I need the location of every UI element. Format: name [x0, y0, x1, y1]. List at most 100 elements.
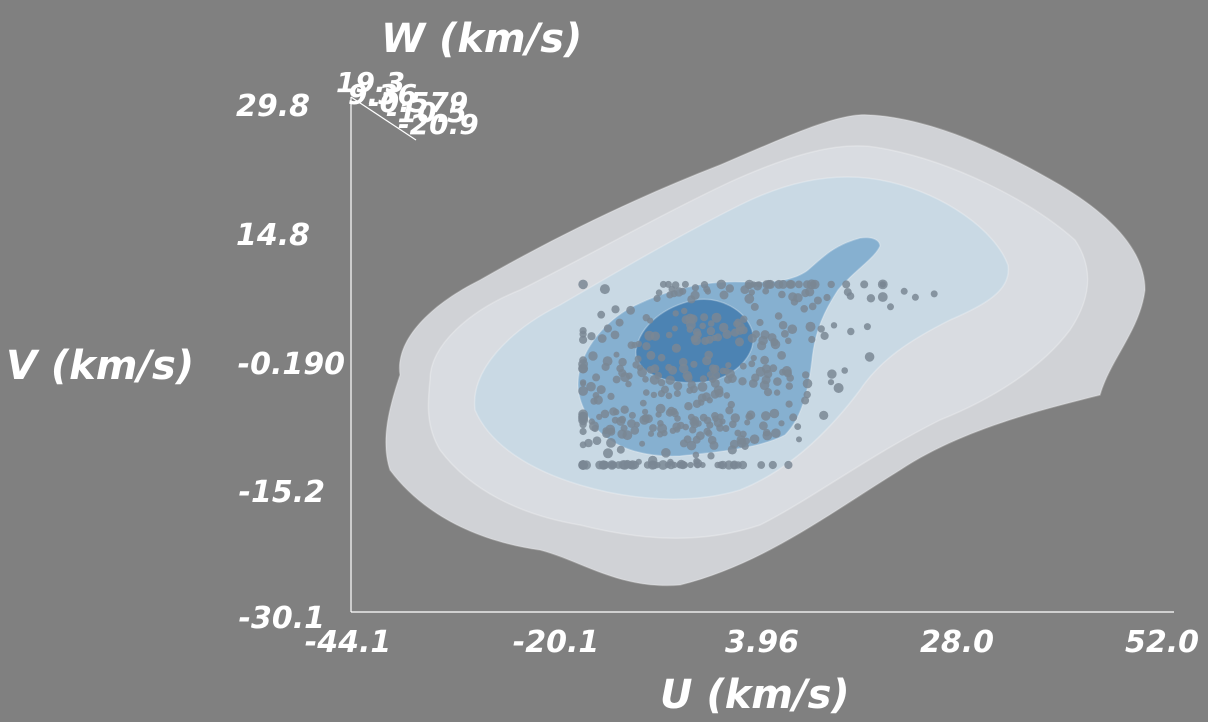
scatter-point — [723, 392, 731, 399]
scatter-point — [750, 302, 759, 311]
y-tick-label: 29.8 — [236, 89, 310, 124]
scatter-point — [759, 421, 768, 431]
scatter-point — [866, 294, 876, 303]
scatter-point — [647, 317, 654, 324]
u-axis-title: U (km/s) — [660, 672, 850, 718]
scatter-point — [590, 397, 598, 405]
scatter-point — [607, 392, 615, 400]
scatter-point — [692, 399, 702, 408]
scatter-point — [700, 313, 709, 322]
scatter-point — [579, 427, 587, 436]
scatter-point — [596, 413, 603, 420]
scatter-point — [794, 423, 802, 430]
z-tick-label: 9.36 — [348, 78, 417, 111]
scatter-point — [643, 389, 650, 396]
scatter-point — [768, 460, 777, 470]
scatter-point — [661, 385, 669, 394]
scatter-point — [786, 374, 794, 382]
scatter-point — [661, 448, 671, 458]
scatter-point — [627, 419, 636, 428]
scatter-point — [860, 280, 869, 289]
scatter-point — [665, 375, 675, 385]
scatter-point — [659, 280, 667, 288]
scatter-point — [864, 352, 875, 362]
scatter-point — [690, 360, 698, 368]
scatter-point — [707, 435, 717, 445]
scatter-point — [911, 293, 919, 301]
scatter-point — [842, 280, 851, 289]
scatter-point — [760, 355, 769, 365]
scatter-point — [672, 422, 681, 431]
scatter-point — [701, 337, 710, 345]
y-tick-label: 14.8 — [236, 218, 310, 253]
scatter-point — [727, 445, 737, 455]
scatter-point — [745, 282, 752, 289]
scatter-point — [579, 420, 587, 429]
scatter-point — [579, 441, 587, 449]
scatter-point — [778, 420, 785, 427]
scatter-point — [610, 330, 620, 340]
scatter-point — [802, 378, 813, 389]
scatter-point — [649, 424, 657, 432]
scatter-point — [697, 393, 707, 403]
scatter-point — [846, 292, 855, 300]
scatter-point — [599, 284, 610, 295]
scatter-point — [724, 375, 732, 384]
scatter-point — [774, 312, 783, 320]
scatter-point — [833, 383, 844, 393]
scatter-point — [692, 451, 700, 459]
scatter-point — [628, 411, 636, 419]
scatter-point — [725, 284, 734, 293]
scatter-point — [789, 413, 798, 422]
scatter-point — [665, 392, 673, 400]
scatter-point — [930, 290, 938, 298]
scatter-point — [606, 438, 616, 448]
scatter-point — [786, 280, 796, 289]
scatter-point — [744, 293, 755, 304]
z-tick-labels: 19.3 9.36 -0.579 -10.5 -20.9 — [336, 66, 479, 141]
scatter-point — [756, 318, 764, 327]
scatter-point — [578, 359, 588, 370]
scatter-point — [609, 461, 618, 469]
scatter-point — [819, 410, 829, 420]
scatter-point — [609, 407, 618, 416]
scatter-point — [637, 367, 647, 378]
scatter-point — [600, 409, 610, 419]
scatter-point — [626, 305, 635, 315]
scatter-point — [773, 377, 782, 386]
scatter-point — [879, 281, 886, 288]
scatter-point — [642, 408, 649, 415]
scatter-point — [655, 411, 662, 418]
scatter-point — [735, 337, 744, 347]
scatter-point — [711, 364, 720, 373]
scatter-point — [687, 461, 694, 469]
scatter-point — [704, 288, 712, 295]
scatter-point — [734, 429, 742, 437]
scatter-point — [820, 331, 829, 340]
scatter-point — [769, 408, 780, 419]
scatter-point — [686, 320, 696, 330]
scatter-point — [603, 448, 613, 459]
scatter-point — [603, 324, 613, 333]
scatter-point — [580, 380, 587, 387]
scatter-point — [587, 332, 596, 341]
scatter-point — [740, 315, 748, 323]
z-tick-label: -20.9 — [398, 108, 479, 141]
scatter-point — [668, 365, 678, 375]
y-tick-label: -30.1 — [239, 601, 325, 636]
scatter-point — [702, 356, 712, 366]
scatter-point — [761, 411, 771, 421]
scatter-point — [598, 460, 609, 470]
scatter-point — [712, 371, 721, 380]
scatter-point — [877, 292, 888, 302]
scatter-point — [612, 375, 621, 384]
scatter-point — [578, 460, 588, 470]
scatter-point — [611, 305, 620, 314]
scatter-point — [615, 318, 624, 327]
scatter-point — [713, 385, 724, 396]
scatter-point — [749, 434, 760, 445]
scatter-point — [691, 416, 700, 424]
scatter-point — [722, 329, 732, 339]
scatter-point — [654, 461, 661, 469]
scatter-point — [730, 413, 740, 423]
